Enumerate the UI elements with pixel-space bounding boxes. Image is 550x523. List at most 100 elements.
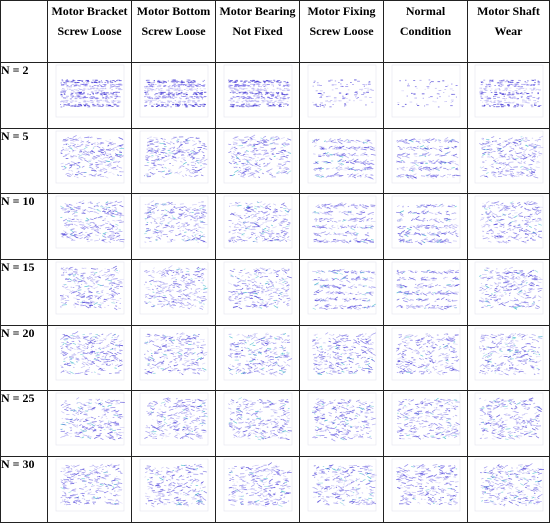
point-cloud-graphic [391, 196, 460, 249]
point-cloud-image [467, 62, 550, 129]
point-cloud-graphic [55, 327, 124, 381]
column-header-bracket: Motor Bracket Screw Loose [47, 0, 132, 63]
point-cloud-image [131, 259, 216, 326]
point-cloud-graphic [307, 196, 376, 249]
table-row: N = 15 [0, 259, 550, 326]
point-cloud-graphic [307, 261, 376, 315]
point-cloud-image [299, 127, 384, 195]
point-cloud-image [47, 193, 132, 261]
point-cloud-image [215, 456, 300, 523]
point-cloud-image [467, 193, 550, 261]
column-header-bottom: Motor Bottom Screw Loose [131, 0, 216, 63]
point-cloud-image [383, 259, 468, 326]
point-cloud-graphic [139, 196, 208, 249]
point-cloud-image [47, 62, 132, 129]
row-label: N = 25 [0, 390, 48, 458]
point-cloud-image [299, 259, 384, 326]
row-label: N = 2 [0, 62, 48, 129]
point-cloud-image [383, 127, 468, 195]
column-header-normal: Normal Condition [383, 0, 468, 63]
point-cloud-image [299, 193, 384, 261]
point-cloud-graphic [139, 458, 208, 512]
point-cloud-image [215, 127, 300, 195]
point-cloud-graphic [391, 130, 461, 183]
point-cloud-image [467, 324, 550, 392]
point-cloud-graphic [307, 64, 376, 118]
point-cloud-graphic [474, 130, 543, 183]
column-header-shaft: Motor Shaft Wear [467, 0, 550, 63]
row-label: N = 15 [0, 259, 48, 326]
point-cloud-graphic [391, 261, 460, 315]
point-cloud-image [467, 456, 550, 523]
table-row: N = 20 [0, 324, 550, 392]
point-cloud-image [299, 390, 384, 458]
row-label: N = 30 [0, 456, 48, 523]
point-cloud-graphic [474, 327, 543, 381]
point-cloud-graphic [223, 393, 292, 446]
table-row: N = 30 [0, 456, 550, 523]
point-cloud-image [131, 127, 216, 195]
point-cloud-graphic [55, 458, 124, 512]
point-cloud-graphic [391, 458, 460, 512]
point-cloud-graphic [223, 458, 292, 512]
point-cloud-graphic [139, 261, 208, 315]
point-cloud-image [299, 324, 384, 392]
point-cloud-graphic [223, 130, 292, 183]
point-cloud-image [467, 390, 550, 458]
point-cloud-image [131, 456, 216, 523]
row-label: N = 20 [0, 324, 48, 392]
point-cloud-graphic [139, 64, 208, 118]
point-cloud-image [131, 62, 216, 129]
point-cloud-graphic [474, 261, 543, 315]
point-cloud-graphic [307, 393, 376, 446]
point-cloud-graphic [307, 458, 377, 512]
point-cloud-image [215, 390, 300, 458]
point-cloud-graphic [307, 327, 376, 381]
point-cloud-image [299, 456, 384, 523]
point-cloud-image [215, 62, 300, 129]
point-cloud-graphic [391, 64, 460, 118]
point-cloud-image [383, 456, 468, 523]
point-cloud-image [47, 456, 132, 523]
point-cloud-image [299, 62, 384, 129]
column-header-fixing: Motor Fixing Screw Loose [299, 0, 384, 63]
point-cloud-graphic [223, 64, 292, 118]
point-cloud-image [131, 324, 216, 392]
header-row: Motor Bracket Screw Loose Motor Bottom S… [0, 0, 550, 63]
column-header-bearing: Motor Bearing Not Fixed [215, 0, 300, 63]
point-cloud-image [383, 324, 468, 392]
point-cloud-image [215, 259, 300, 326]
row-label: N = 10 [0, 193, 48, 261]
table-row: N = 25 [0, 390, 550, 458]
table-row: N = 10 [0, 193, 550, 261]
table-row: N = 2 [0, 62, 550, 129]
point-cloud-image [467, 127, 550, 195]
point-cloud-graphic [391, 393, 460, 446]
point-cloud-graphic [55, 261, 124, 315]
point-cloud-image [47, 324, 132, 392]
point-cloud-graphic [55, 393, 125, 446]
corner-cell [0, 0, 48, 63]
point-cloud-graphic [139, 393, 208, 446]
point-cloud-graphic [307, 130, 376, 183]
point-cloud-image [383, 390, 468, 458]
point-cloud-graphic [55, 64, 124, 118]
point-cloud-image [47, 390, 132, 458]
point-cloud-graphic [474, 64, 543, 118]
point-cloud-image [467, 259, 550, 326]
point-cloud-graphic [139, 327, 208, 381]
point-cloud-image [131, 193, 216, 261]
point-cloud-image [47, 259, 132, 326]
table-row: N = 5 [0, 127, 550, 195]
point-cloud-image [383, 193, 468, 261]
point-cloud-image [131, 390, 216, 458]
point-cloud-image [215, 324, 300, 392]
point-cloud-image [47, 127, 132, 195]
point-cloud-graphic [223, 261, 292, 315]
point-cloud-graphic [223, 327, 292, 381]
point-cloud-graphic [474, 393, 543, 446]
point-cloud-graphic [139, 130, 208, 183]
point-cloud-graphic [474, 196, 543, 249]
